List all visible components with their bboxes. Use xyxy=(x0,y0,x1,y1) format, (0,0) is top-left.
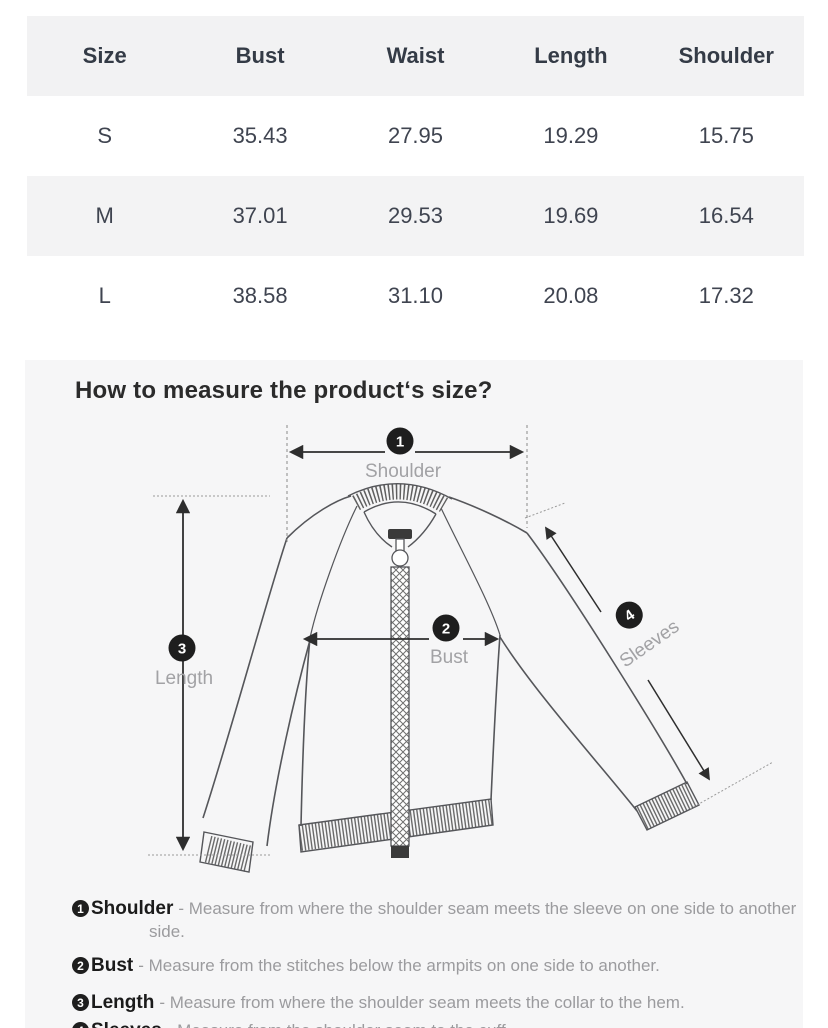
instruction-3-badge: 3 xyxy=(72,994,89,1011)
diagram-badge-4 xyxy=(615,601,643,629)
instruction-1-label: Shoulder xyxy=(91,898,174,919)
diagram-badge-1 xyxy=(386,427,414,455)
instruction-3-text: Length - Measure from where the shoulder … xyxy=(91,991,803,1014)
instruction-shoulder: 1 Shoulder - Measure from where the shoul… xyxy=(72,897,803,943)
diagram-badge-2 xyxy=(432,614,460,642)
col-header-waist: Waist xyxy=(337,16,494,96)
length-measure-guide: 3 Length xyxy=(148,495,270,856)
instruction-2-text: Bust - Measure from the stitches below th… xyxy=(91,954,803,977)
instruction-4-label: Sleeves xyxy=(91,1020,167,1028)
instruction-1-text: Shoulder - Measure from where the shoulde… xyxy=(91,897,803,943)
how-to-measure-panel: How to measure the product‘s size? xyxy=(25,360,803,1028)
table-row-l-shoulder: 17.32 xyxy=(698,283,754,308)
col-header-bust: Bust xyxy=(182,16,338,96)
instruction-bust: 2 Bust - Measure from the stitches below … xyxy=(72,954,803,977)
svg-text:2: 2 xyxy=(442,620,450,637)
instruction-2-desc: - Measure from the stitches below the ar… xyxy=(138,956,660,975)
size-table: Size Bust Waist Length Shoulder S 35.43 … xyxy=(27,16,804,336)
zipper-stop xyxy=(391,846,409,858)
table-row-s-bust: 35.43 xyxy=(232,123,288,148)
instruction-1-badge: 1 xyxy=(72,900,89,917)
svg-text:3: 3 xyxy=(178,640,186,657)
jacket-measure-diagram: 1 Shoulder 2 Bust 3 Length xyxy=(148,425,774,873)
diagram-label-length: Length xyxy=(155,668,213,689)
table-row-s-size: S xyxy=(97,123,113,148)
bust-measure-guide: 2 Bust xyxy=(302,614,500,668)
table-row-l-size: L xyxy=(98,283,111,308)
instruction-2-label: Bust xyxy=(91,955,134,976)
instruction-4-desc: - Measure from the shoulder seam to the … xyxy=(167,1021,511,1028)
svg-text:1: 1 xyxy=(396,433,404,450)
col-header-length: Length xyxy=(493,16,649,96)
table-row-m-size: M xyxy=(27,176,183,256)
col-header-shoulder: Shoulder xyxy=(648,16,804,96)
table-row-m-waist: 29.53 xyxy=(337,176,494,256)
jacket-left-cuff-rib xyxy=(199,831,254,873)
jacket-zipper xyxy=(388,529,412,858)
instruction-sleeves: 4 Sleeves- Measure from the shoulder sea… xyxy=(72,1019,803,1028)
table-row-m-length: 19.69 xyxy=(493,176,649,256)
table-row-s-waist: 27.95 xyxy=(387,123,444,148)
jacket-right-cuff-rib xyxy=(634,781,700,831)
instruction-length: 3 Length - Measure from where the shoulde… xyxy=(72,991,803,1014)
zipper-slider xyxy=(388,529,412,539)
instruction-4-text: Sleeves- Measure from the shoulder seam … xyxy=(91,1019,803,1028)
col-header-size: Size xyxy=(27,16,183,96)
sleeves-measure-guide: 4 Sleeves xyxy=(524,502,774,810)
table-row-l-bust: 38.58 xyxy=(232,283,288,308)
table-row-s-shoulder: 15.75 xyxy=(698,123,754,148)
zipper-pull xyxy=(391,549,409,567)
table-row-s-length: 19.29 xyxy=(543,123,599,148)
shoulder-measure-guide: 1 Shoulder xyxy=(286,425,528,545)
measure-section-title: How to measure the product‘s size? xyxy=(75,377,493,404)
instruction-3-desc: - Measure from where the shoulder seam m… xyxy=(159,993,685,1012)
table-row-l-waist: 31.10 xyxy=(387,283,444,308)
instruction-2-badge: 2 xyxy=(72,957,89,974)
diagram-label-shoulder: Shoulder xyxy=(365,461,442,482)
jacket-collar-rib xyxy=(347,483,453,548)
instruction-3-label: Length xyxy=(91,992,155,1013)
diagram-label-bust: Bust xyxy=(430,647,469,668)
table-row-m-bust: 37.01 xyxy=(182,176,338,256)
instruction-1-desc: - Measure from where the shoulder seam m… xyxy=(149,899,797,941)
table-row-l-length: 20.08 xyxy=(543,283,599,308)
table-row-m-shoulder: 16.54 xyxy=(648,176,804,256)
instruction-4-badge: 4 xyxy=(72,1022,89,1028)
jacket-outline xyxy=(202,495,688,847)
diagram-badge-3 xyxy=(168,634,196,662)
